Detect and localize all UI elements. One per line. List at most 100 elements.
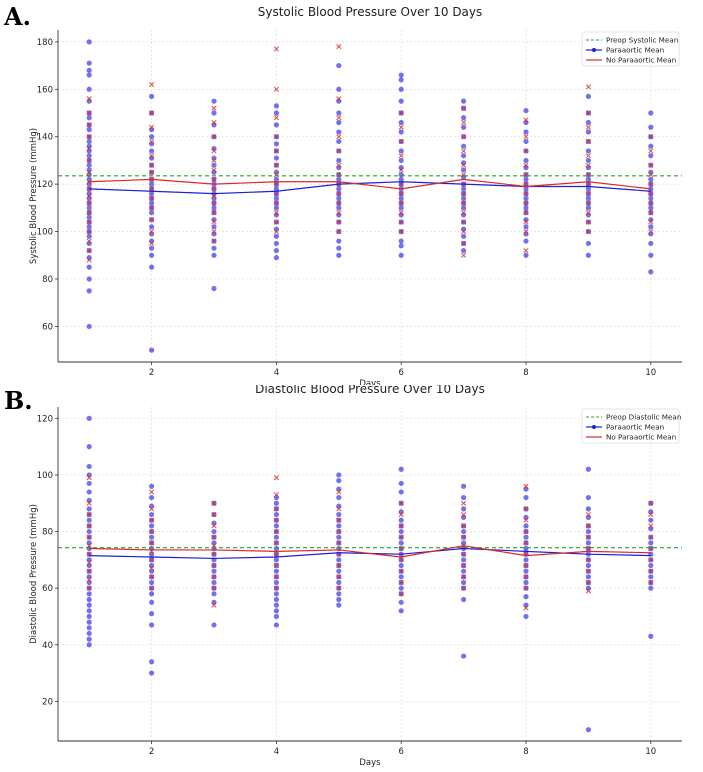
chart-0-x-tick-label: 10 [645,368,656,378]
chart-1-paraaortic-point [461,579,467,586]
chart-0-paraaortic-point [211,285,217,292]
chart-1-no-paraaortic-point [336,574,342,580]
chart-0-paraaortic-point [149,181,155,187]
chart-1-paraaortic-point [86,444,92,450]
chart-1-no-paraaortic-point [523,605,529,611]
chart-0-paraaortic-point [149,93,155,99]
chart-1-paraaortic-point [585,466,592,472]
chart-0-paraaortic-point [523,138,529,145]
chart-0-paraaortic-point [585,252,592,258]
chart-1-no-paraaortic-point [273,540,279,546]
chart-0-paraaortic-point [336,195,342,201]
chart-1-no-paraaortic-point [398,511,404,518]
chart-0-no-paraaortic-point [149,195,155,201]
chart-0-no-paraaortic-point [273,46,279,52]
chart-0-paraaortic-point [86,224,92,230]
chart-1-paraaortic-point [461,506,467,512]
chart-0-no-paraaortic-point [523,148,529,154]
chart-1-paraaortic-point [149,659,155,665]
chart-0-x-tick-label: 6 [398,368,403,378]
chart-1-y-tick-label: 100 [37,471,53,481]
chart-0-paraaortic-point [86,276,92,282]
chart-0-no-paraaortic-point [149,169,155,175]
chart-1-no-paraaortic-point [273,492,279,498]
chart-1-paraaortic-point [461,540,467,546]
chart-0-no-paraaortic-point [461,219,467,225]
chart-0-no-paraaortic-point [149,240,155,247]
chart-0-no-paraaortic-point [398,153,404,159]
chart-0-paraaortic-point [273,233,279,239]
chart-0-paraaortic-point [398,129,404,135]
chart-1-paraaortic-point [273,523,279,529]
chart-0-paraaortic-point [273,103,279,109]
chart-1-no-paraaortic-point [86,500,92,506]
chart-1-paraaortic-point [86,472,92,478]
chart-1-paraaortic-point [523,613,529,620]
chart-0-paraaortic-point [648,240,654,247]
chart-0-paraaortic-point [86,205,92,211]
chart-0-paraaortic-point [273,122,279,128]
chart-0-paraaortic-point [149,191,155,197]
chart-0-no-paraaortic-point [273,162,279,168]
chart-1-no-paraaortic-point [86,585,92,591]
chart-0-y-tick-label: 100 [37,228,53,238]
chart-1-no-paraaortic-point [336,489,342,495]
chart-0-no-paraaortic-point [523,181,529,187]
chart-1-paraaortic-point [86,630,92,637]
chart-0-legend-label: Preop Systolic Mean [606,36,678,45]
chart-0-no-paraaortic-point [211,228,217,235]
chart-0-paraaortic-point [336,110,342,116]
chart-1-no-paraaortic-point [398,591,404,597]
chart-1-no-paraaortic-point [273,574,279,580]
chart-0-paraaortic-point [336,129,342,135]
chart-0-no-paraaortic-point [648,134,654,140]
chart-0-no-paraaortic-point [336,115,342,121]
chart-1-paraaortic-point [336,568,342,574]
chart-0-paraaortic-point [336,238,342,244]
chart-1-no-paraaortic-point [149,574,155,580]
chart-0-no-paraaortic-point [398,228,404,235]
chart-0-paraaortic-point [336,252,342,258]
chart-0-no-paraaortic-point [461,162,467,168]
chart-0-y-axis-label: Systolic Blood Pressure (mmHg) [29,128,39,264]
chart-1-paraaortic-point [398,509,404,515]
chart-1-no-paraaortic-point [273,475,279,481]
chart-1-paraaortic-point [149,599,155,605]
chart-0-paraaortic-point [336,62,342,69]
chart-1-paraaortic-point [585,540,592,546]
chart-0-paraaortic-point [523,224,529,230]
chart-1-no-paraaortic-point [523,483,529,489]
chart-1-no-paraaortic-point [398,568,404,574]
chart-1-paraaortic-point [273,511,279,518]
chart-1-paraaortic-point [273,534,279,540]
chart-0-paraaortic-point [86,138,92,145]
chart-1-paraaortic-point [336,596,342,603]
chart-1-paraaortic-point [149,568,155,574]
chart-1-no-paraaortic-point [86,568,92,574]
chart-0-no-paraaortic-point [86,145,92,152]
chart-0-paraaortic-point [86,127,92,133]
chart-1-no-paraaortic-point [648,511,654,518]
chart-0-no-paraaortic-point [398,219,404,225]
chart-1-paraaortic-point [585,562,592,569]
chart-0-paraaortic-point [86,153,92,159]
chart-1-paraaortic-point [461,557,467,563]
chart-0-no-paraaortic-point [336,134,342,140]
chart-0-y-tick-label: 60 [42,322,53,332]
chart-0-paraaortic-mean-line [89,181,651,195]
chart-0-paraaortic-point [461,124,467,130]
chart-0-no-paraaortic-point [398,110,404,116]
chart-1-paraaortic-point [461,528,467,535]
chart-1-no-paraaortic-point [149,540,155,546]
chart-1-no-paraaortic-point [461,574,467,580]
chart-0-no-paraaortic-point [461,105,467,111]
chart-0-no-paraaortic-point [461,228,467,235]
chart-0-no-paraaortic-point [461,148,467,154]
chart-0-paraaortic-point [211,110,217,116]
chart-1-no-paraaortic-mean-line [89,545,651,558]
chart-1-paraaortic-point [149,483,155,489]
chart-0-no-paraaortic-point [461,200,467,206]
chart-1-no-paraaortic-point [461,523,467,529]
chart-1-no-paraaortic-point [523,562,529,569]
chart-1-paraaortic-point [585,727,592,733]
